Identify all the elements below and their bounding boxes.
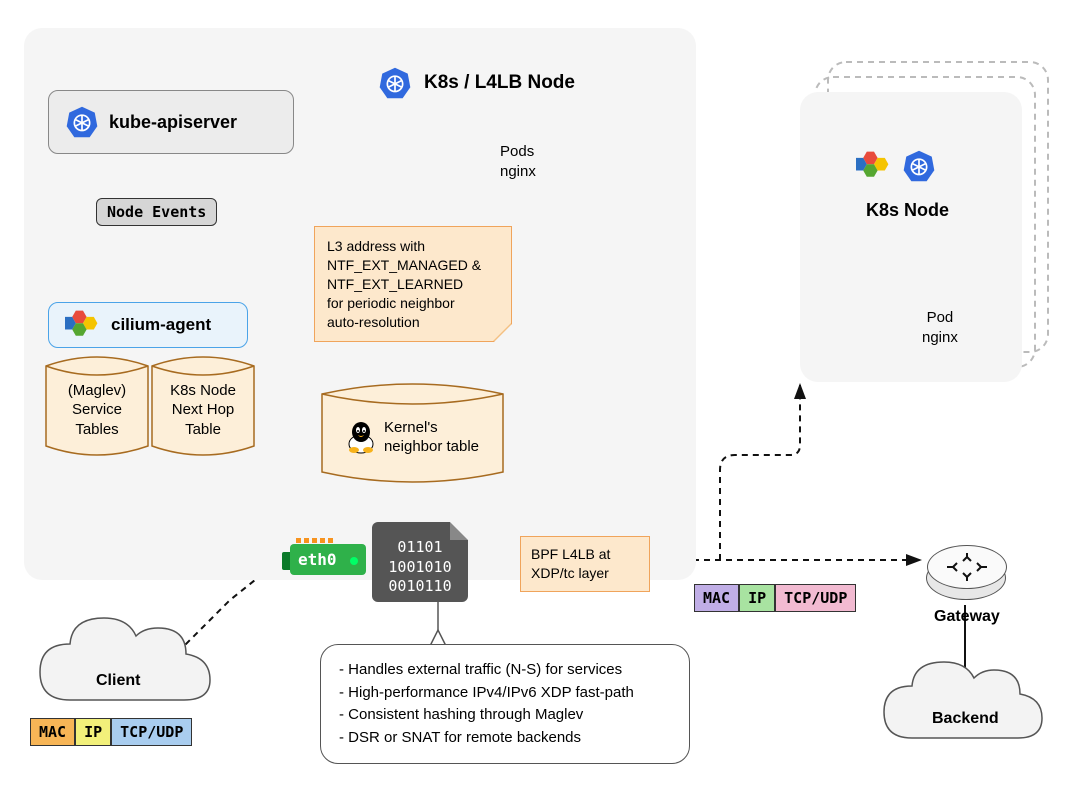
kube-apiserver-label: kube-apiserver [109,112,237,133]
l3-note-text: L3 address with NTF_EXT_MANAGED & NTF_EX… [327,237,499,331]
packet-field-tcp-udp: TCP/UDP [111,718,192,746]
kube-apiserver-box: kube-apiserver [48,90,294,154]
node-events-badge: Node Events [96,198,217,226]
callout-line: - Handles external traffic (N-S) for ser… [339,659,671,682]
router-icon [926,556,1006,600]
packet-field-tcp-udp: TCP/UDP [775,584,856,612]
bpf-note-text: BPF L4LB at XDP/tc layer [531,545,639,583]
kernel-text: Kernel's neighbor table [384,418,479,457]
k8s-node-icons [856,148,936,184]
callout-line: - DSR or SNAT for remote backends [339,727,671,750]
l4lb-title-text: K8s / L4LB Node [424,72,575,94]
l3-note: L3 address with NTF_EXT_MANAGED & NTF_EX… [314,226,512,342]
k8s-icon [65,105,99,139]
cilium-agent-label: cilium-agent [111,315,211,335]
node-events-text: Node Events [107,203,206,221]
k8s-icon [902,149,936,183]
backend-label: Backend [932,710,999,728]
bpf-note: BPF L4LB at XDP/tc layer [520,536,650,592]
cilium-icon [65,307,101,343]
eth0-text: eth0 [298,550,337,569]
eth0-box: eth0 [290,544,366,575]
nexthop-text: K8s Node Next Hop Table [150,373,256,440]
feature-callout: - Handles external traffic (N-S) for ser… [320,644,690,764]
client-label: Client [96,672,140,690]
pod-nginx-label: Pod nginx [922,308,958,347]
callout-line: - High-performance IPv4/IPv6 XDP fast-pa… [339,682,671,705]
binary-text: 01101 1001010 0010110 [372,538,468,597]
cilium-agent-box: cilium-agent [48,302,248,348]
maglev-text: (Maglev) Service Tables [44,373,150,440]
pods-nginx-label: Pods nginx [500,142,536,181]
k8s-icon [378,66,412,100]
packet-field-ip: IP [739,584,775,612]
client-packet: MACIPTCP/UDP [30,718,192,746]
tux-icon [346,420,376,454]
packet-field-mac: MAC [30,718,75,746]
gateway-packet: MACIPTCP/UDP [694,584,856,612]
packet-field-ip: IP [75,718,111,746]
maglev-cylinder: (Maglev) Service Tables [44,352,150,460]
nexthop-cylinder: K8s Node Next Hop Table [150,352,256,460]
gateway-label: Gateway [934,608,1000,626]
k8s-node-label: K8s Node [866,200,949,221]
l4lb-title: K8s / L4LB Node [378,66,575,100]
packet-field-mac: MAC [694,584,739,612]
cilium-icon [856,148,892,184]
kernel-cylinder: Kernel's neighbor table [320,380,505,486]
k8s-node-area [800,92,1022,382]
callout-line: - Consistent hashing through Maglev [339,704,671,727]
binary-file: 01101 1001010 0010110 [372,522,468,602]
